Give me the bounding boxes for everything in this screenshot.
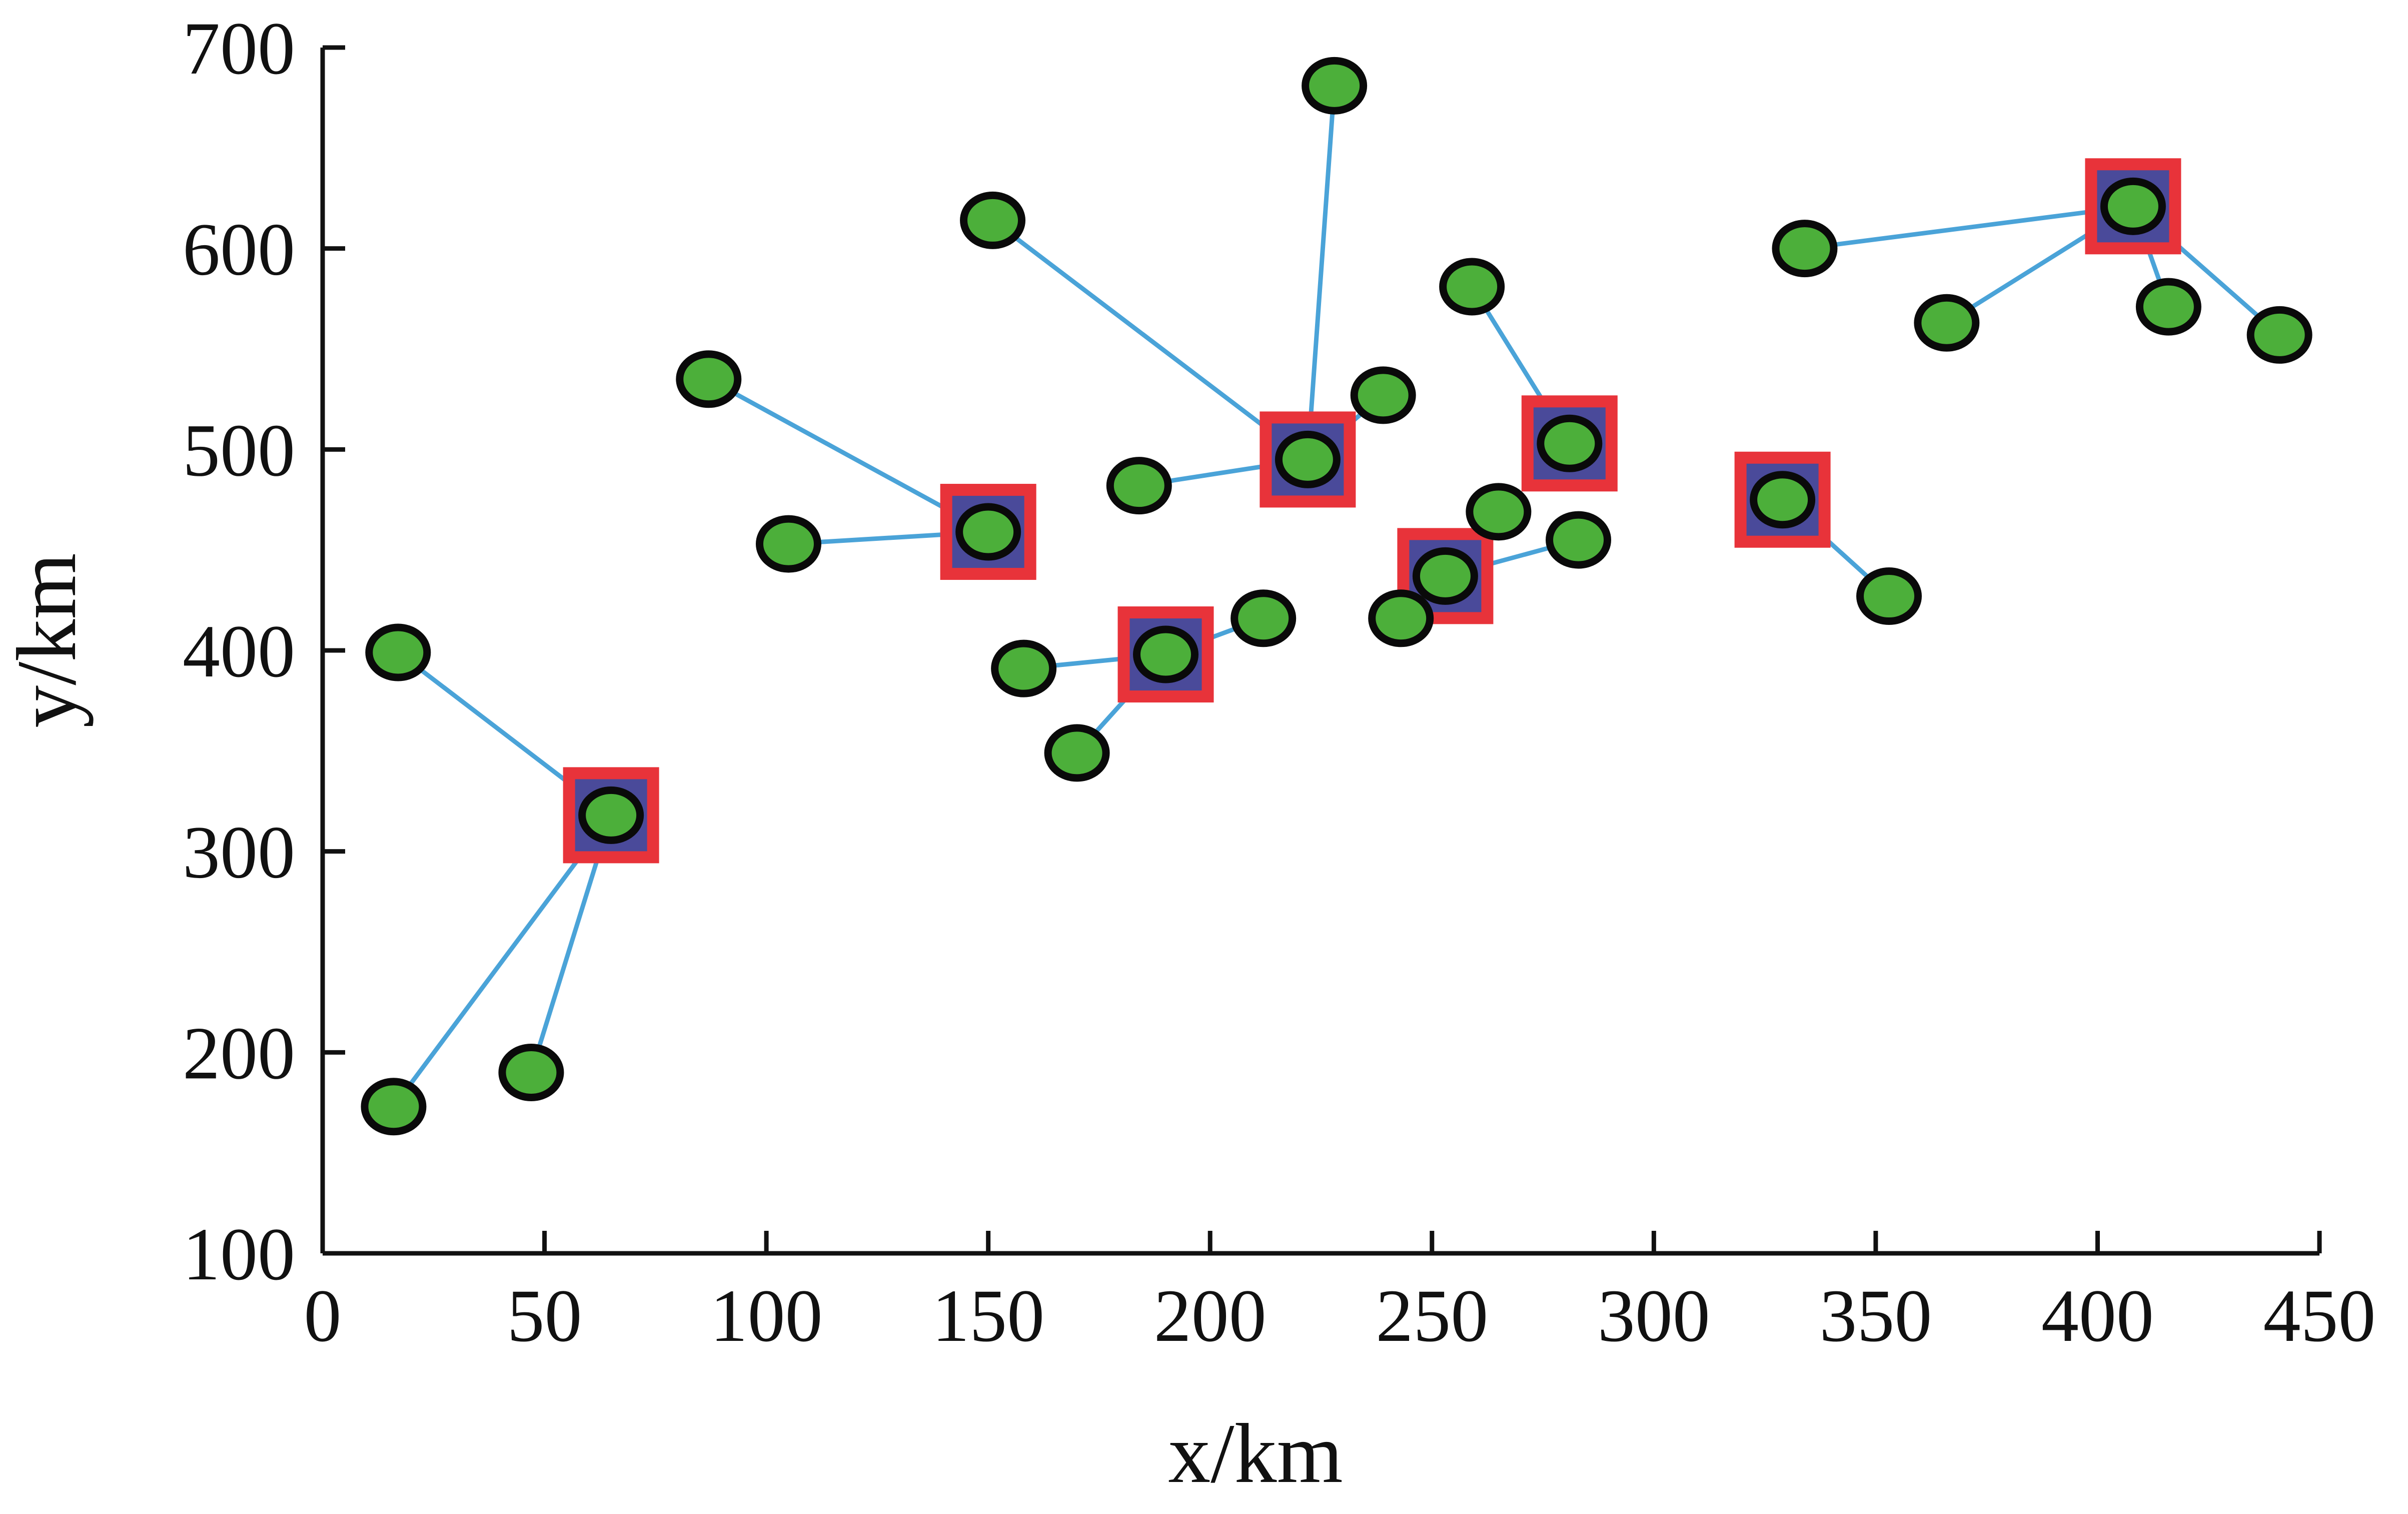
x-tick-label: 300 xyxy=(1598,1274,1710,1357)
data-point xyxy=(1772,220,1838,278)
y-axis-title: y/km xyxy=(0,553,94,727)
x-tick-label: 350 xyxy=(1819,1274,1932,1357)
data-point xyxy=(1914,294,1980,352)
y-tick-label: 100 xyxy=(183,1213,295,1296)
data-point xyxy=(2246,306,2312,364)
axes: 0 50 100 150 200 250 300 350 400 450 100 200 300 400 5… xyxy=(183,7,2376,1357)
x-axis-title: x/km xyxy=(1168,1406,1343,1500)
data-point xyxy=(1231,589,1297,647)
y-tick-label: 300 xyxy=(183,811,295,894)
x-tick-label: 100 xyxy=(710,1274,823,1357)
data-point xyxy=(1439,258,1505,316)
hub-point xyxy=(2100,177,2166,235)
x-tick-label: 400 xyxy=(2041,1274,2154,1357)
data-point xyxy=(1856,567,1922,625)
x-tick-label: 150 xyxy=(932,1274,1044,1357)
hub-point xyxy=(1133,625,1199,683)
link-line xyxy=(1305,85,1337,460)
data-point xyxy=(361,1078,427,1136)
link-line xyxy=(1804,204,2133,251)
data-point xyxy=(755,515,821,573)
x-tick-label: 250 xyxy=(1376,1274,1488,1357)
data-point xyxy=(991,639,1057,697)
hub-point xyxy=(1750,471,1816,529)
y-tick-label: 500 xyxy=(183,409,295,492)
y-tick-label: 600 xyxy=(183,208,295,291)
y-tick-label: 400 xyxy=(183,610,295,693)
data-point xyxy=(1368,589,1434,647)
y-tick-label: 700 xyxy=(183,7,295,90)
data-point xyxy=(1106,457,1172,515)
hub-point xyxy=(578,786,644,844)
data-point xyxy=(960,191,1026,249)
y-tick-label: 200 xyxy=(183,1012,295,1095)
link-line xyxy=(991,218,1310,462)
hub-point xyxy=(955,503,1021,561)
data-point xyxy=(1466,483,1532,541)
data-point xyxy=(2135,278,2201,336)
hub-point xyxy=(1537,414,1603,472)
data-point xyxy=(676,350,742,408)
data-point xyxy=(365,623,431,681)
x-tick-label: 0 xyxy=(304,1274,342,1357)
hub-point xyxy=(1275,430,1341,488)
hubs-layer xyxy=(563,158,2181,864)
links-layer xyxy=(392,85,2281,1108)
x-tick-label: 450 xyxy=(2263,1274,2376,1357)
x-tick-label: 50 xyxy=(507,1274,582,1357)
data-point xyxy=(1044,724,1110,782)
x-tick-label: 200 xyxy=(1154,1274,1267,1357)
data-point xyxy=(498,1044,564,1101)
data-point xyxy=(1546,511,1612,569)
data-point xyxy=(1350,366,1416,424)
nodes-layer xyxy=(361,57,2312,1136)
link-line xyxy=(392,814,613,1108)
hub-point xyxy=(1412,547,1478,605)
data-point xyxy=(1302,57,1368,115)
